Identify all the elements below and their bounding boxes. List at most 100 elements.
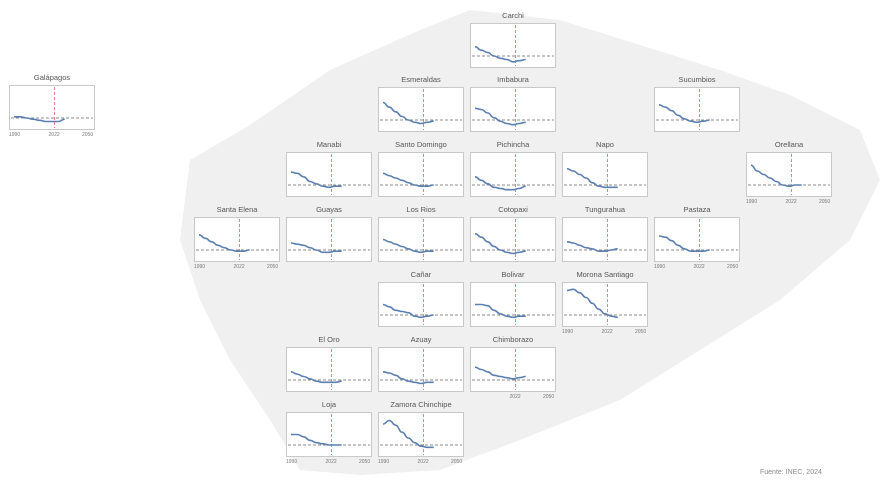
panel-title: Carchi: [502, 11, 524, 20]
x-tick-label: 2022: [601, 329, 613, 335]
x-tick-label: 1990: [378, 459, 390, 465]
panel-el-oro: El Oro: [286, 335, 372, 402]
panel-title: Tungurahua: [584, 205, 626, 214]
series-line: [382, 371, 434, 385]
x-tick-label: 2050: [451, 459, 463, 465]
x-tick-label: 2022: [417, 459, 429, 465]
plot-frame: [470, 347, 556, 392]
panel-plot: [562, 217, 648, 262]
panel-plot: [562, 152, 648, 197]
series-line: [566, 288, 618, 319]
x-tick-label: 2022: [233, 264, 245, 270]
panel-plot: [470, 347, 556, 392]
panel-plot: [286, 412, 372, 457]
plot-frame: [286, 412, 372, 457]
plot-frame: [746, 152, 832, 197]
series-line: [290, 242, 342, 254]
panel-pastaza: Pastaza 1990 2022 2050: [654, 205, 740, 272]
panel-title: Cañar: [410, 270, 432, 279]
x-tick-label: 1990: [654, 264, 666, 270]
panel-zamora-chinchipe: Zamora Chinchipe 1990 2022 2050: [378, 400, 464, 467]
series-line: [290, 171, 342, 189]
plot-frame: [378, 152, 464, 197]
plot-frame: [654, 217, 740, 262]
panel-santa-elena: Santa Elena 1990 2022 2050: [194, 205, 280, 272]
panel-plot: [9, 85, 95, 130]
panel-canar: Cañar: [378, 270, 464, 337]
panel-plot: [286, 217, 372, 262]
panel-plot: [378, 347, 464, 392]
panel-title: Loja: [321, 400, 337, 409]
panel-title: Pichincha: [496, 140, 530, 149]
series-line: [290, 371, 342, 384]
plot-frame: [378, 217, 464, 262]
panel-galapagos: Galápagos 1990 2022 2050: [9, 73, 95, 140]
panel-imbabura: Imbabura: [470, 75, 556, 142]
panel-orellana: Orellana 1990 2022 2050: [746, 140, 832, 207]
panel-sucumbios: Sucumbios: [654, 75, 740, 142]
plot-frame: [378, 412, 464, 457]
panel-napo: Napo: [562, 140, 648, 207]
series-line: [382, 303, 434, 319]
series-line: [658, 235, 710, 252]
series-line: [658, 104, 710, 124]
panel-plot: [470, 217, 556, 262]
x-tick-label: 1990: [9, 132, 21, 138]
plot-frame: [378, 282, 464, 327]
plot-frame: [470, 23, 556, 68]
series-line: [474, 45, 526, 63]
panel-manabi: Manabi: [286, 140, 372, 207]
panel-cotopaxi: Cotopaxi: [470, 205, 556, 272]
panel-plot: [470, 87, 556, 132]
panel-title: Morona Santiago: [576, 270, 634, 279]
panel-plot: [470, 152, 556, 197]
panel-plot: [378, 412, 464, 457]
panel-title: Esmeraldas: [401, 75, 441, 84]
x-tick-label: 2050: [543, 394, 555, 400]
x-tick-label: 1990: [286, 459, 298, 465]
x-tick-label: 1990: [194, 264, 206, 270]
panel-plot: [378, 217, 464, 262]
plot-frame: [470, 217, 556, 262]
series-line: [474, 232, 526, 255]
panel-plot: [654, 87, 740, 132]
panel-title: Cotopaxi: [498, 205, 528, 214]
panel-guayas: Guayas: [286, 205, 372, 272]
plot-frame: [378, 87, 464, 132]
panel-title: Los Rios: [406, 205, 436, 214]
panel-plot: [378, 87, 464, 132]
panel-title: Manabi: [316, 140, 342, 149]
series-line: [750, 164, 802, 188]
panel-plot: [746, 152, 832, 197]
series-line: [566, 241, 618, 252]
panel-santo-domingo: Santo Domingo: [378, 140, 464, 207]
panel-plot: [378, 152, 464, 197]
plot-frame: [654, 87, 740, 132]
series-line: [198, 234, 250, 252]
plot-frame: [562, 152, 648, 197]
x-tick-label: 1990: [746, 199, 758, 205]
panel-plot: [470, 282, 556, 327]
series-line: [474, 366, 526, 380]
panel-title: Imbabura: [497, 75, 529, 84]
panel-bolivar: Bolivar: [470, 270, 556, 337]
series-line: [475, 303, 526, 319]
panel-morona-santiago: Morona Santiago 1990 2022 2050: [562, 270, 648, 337]
panel-plot: [194, 217, 280, 262]
plot-frame: [562, 282, 648, 327]
panel-plot: [378, 282, 464, 327]
plot-frame: [286, 217, 372, 262]
panel-title: Chimborazo: [492, 335, 534, 344]
x-tick-label: 2050: [635, 329, 647, 335]
x-tick-label: 2050: [267, 264, 279, 270]
series-line: [382, 419, 434, 449]
panel-plot: [654, 217, 740, 262]
panel-tungurahua: Tungurahua: [562, 205, 648, 272]
panel-plot: [562, 282, 648, 327]
series-line: [382, 238, 434, 254]
x-tick-label: 2050: [359, 459, 371, 465]
panel-title: Azuay: [410, 335, 432, 344]
panel-azuay: Azuay: [378, 335, 464, 402]
panel-plot: [286, 347, 372, 392]
panel-title: Guayas: [316, 205, 342, 214]
